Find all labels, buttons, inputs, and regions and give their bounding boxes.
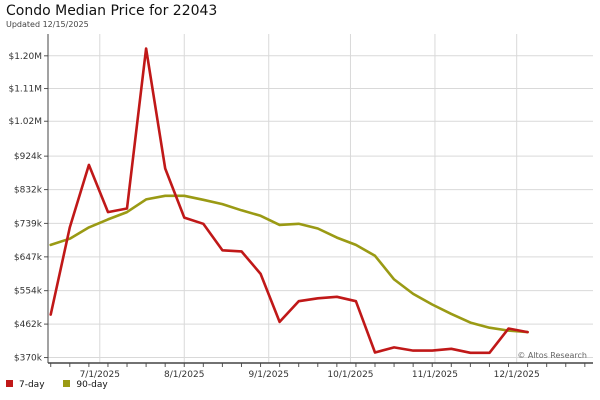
- x-tick-label: 10/1/2025: [327, 370, 373, 380]
- x-tick-label: 11/1/2025: [412, 370, 458, 380]
- x-tick-label: 8/1/2025: [164, 370, 204, 380]
- legend-item-7-day: 7-day: [6, 380, 45, 390]
- y-tick-label: $832k: [14, 186, 43, 196]
- line-chart: $370k $462k $554k $647k $739k $832k $924k $1.02…: [8, 34, 593, 380]
- y-tick-label: $462k: [14, 320, 43, 330]
- plot-area: [48, 34, 593, 363]
- y-tick-label: $924k: [14, 152, 43, 162]
- y-tick-label: $1.11M: [8, 85, 42, 95]
- legend-item-90-day: 90-day: [63, 380, 108, 390]
- series-line-90-day: [49, 194, 529, 334]
- x-tick-label: 7/1/2025: [80, 370, 120, 380]
- y-tick-label: $647k: [14, 253, 43, 263]
- legend-label-90-day: 90-day: [76, 380, 108, 390]
- legend-label-7-day: 7-day: [19, 380, 45, 390]
- x-tick-label: 9/1/2025: [249, 370, 289, 380]
- series-line-7-day: [49, 47, 529, 355]
- legend-swatch-7-day: [6, 380, 13, 387]
- y-tick-label: $370k: [14, 354, 43, 364]
- chart-subtitle: Updated 12/15/2025: [6, 20, 89, 29]
- y-tick-label: $554k: [14, 287, 43, 297]
- y-tick-label: $1.20M: [8, 52, 42, 62]
- y-tick-label: $1.02M: [8, 117, 42, 127]
- x-tick-label: 12/1/2025: [494, 370, 540, 380]
- legend-swatch-90-day: [63, 380, 71, 387]
- chart-title: Condo Median Price for 22043: [6, 3, 218, 19]
- legend: 7-day 90-day: [6, 380, 124, 390]
- y-tick-label: $739k: [14, 219, 43, 229]
- watermark: © Altos Research: [517, 351, 587, 360]
